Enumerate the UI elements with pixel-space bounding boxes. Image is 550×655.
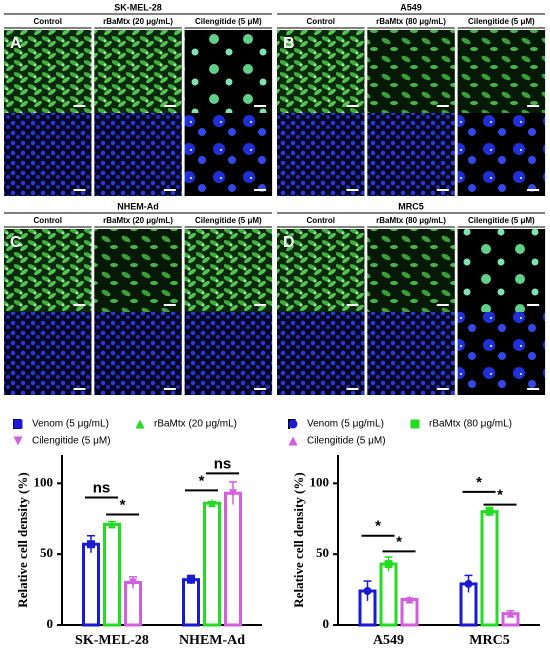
column-label: rBaMtx (20 μg/mL) — [103, 216, 173, 225]
significance-label: * — [199, 472, 205, 489]
marker — [485, 507, 494, 516]
actin-image — [367, 229, 455, 312]
nuclei-image — [277, 113, 365, 196]
actin-image — [457, 229, 546, 312]
nuclei-image — [4, 312, 92, 395]
bar — [124, 581, 142, 627]
marker — [208, 499, 216, 508]
actin-image — [4, 229, 92, 312]
y-tick-label: 0 — [47, 616, 54, 631]
bar — [203, 501, 221, 627]
marker — [129, 578, 137, 587]
significance-label: ns — [93, 479, 111, 496]
panel-letter: C — [10, 234, 22, 251]
column-label: rBaMtx (80 μg/mL) — [376, 216, 446, 225]
nuclei-image — [184, 113, 273, 196]
marker — [187, 575, 195, 584]
marker — [13, 436, 23, 446]
bar — [82, 542, 100, 627]
actin-image — [184, 30, 273, 113]
actin-image — [94, 30, 182, 113]
nuclei-image — [367, 113, 455, 196]
significance-label: * — [476, 474, 482, 491]
significance-label: * — [497, 487, 503, 504]
nuclei-image — [367, 312, 455, 395]
column-label: rBaMtx (80 μg/mL) — [376, 17, 446, 26]
marker — [108, 520, 116, 529]
cell-line-title: NHEM-Ad — [117, 201, 159, 211]
actin-image — [277, 30, 365, 113]
actin-image — [367, 30, 455, 113]
y-tick-label: 50 — [316, 545, 329, 560]
marker — [288, 436, 298, 446]
significance-label: * — [396, 533, 402, 550]
column-label: rBaMtx (20 μg/mL) — [103, 17, 173, 26]
legend-label: Cilengitide (5 μM) — [32, 436, 111, 447]
panel-letter: B — [283, 35, 295, 52]
column-label: Cilengitide (5 μM) — [195, 216, 262, 225]
y-tick-label: 50 — [40, 545, 53, 560]
cell-line-title: SK-MEL-28 — [114, 2, 162, 12]
actin-image — [94, 229, 182, 312]
bar — [103, 522, 121, 627]
marker — [410, 419, 420, 429]
nuclei-image — [277, 312, 365, 395]
panel-letter: D — [283, 234, 295, 251]
cell-line-title: MRC5 — [398, 201, 424, 211]
y-axis-title: Relative cell density (%) — [15, 472, 30, 607]
nuclei-image — [4, 113, 92, 196]
actin-image — [4, 30, 92, 113]
actin-image — [277, 229, 365, 312]
marker — [384, 560, 393, 569]
column-label: Control — [34, 17, 62, 26]
column-label: Cilengitide (5 μM) — [468, 17, 535, 26]
significance-label: * — [120, 496, 126, 513]
significance-label: * — [375, 518, 381, 535]
nuclei-image — [184, 312, 273, 395]
x-tick-label: NHEM-Ad — [179, 633, 245, 648]
legend-label: Cilengitide (5 μM) — [307, 436, 386, 447]
y-tick-label: 100 — [34, 474, 54, 489]
x-tick-label: MRC5 — [469, 633, 509, 648]
marker — [464, 579, 473, 588]
marker — [288, 419, 298, 429]
microscopy-panels: SK-MEL-28 Control rBaMtx (20 μg/mL) Cilengi… — [4, 2, 546, 395]
significance-label: ns — [214, 455, 232, 472]
x-tick-label: SK-MEL-28 — [75, 633, 149, 648]
y-axis-title: Relative cell density (%) — [291, 472, 306, 607]
cell-line-title: A549 — [400, 2, 422, 12]
legend-label: rBaMtx (20 μg/mL) — [154, 419, 237, 430]
y-tick-label: 0 — [323, 616, 330, 631]
x-tick-label: A549 — [373, 633, 404, 648]
panel-letter: A — [10, 35, 22, 52]
charts: EVenom (5 μg/mL)rBaMtx (20 μg/mL)Cilengi… — [12, 416, 540, 648]
marker — [506, 609, 515, 618]
marker — [229, 489, 237, 498]
nuclei-image — [94, 312, 182, 395]
column-label: Control — [307, 216, 335, 225]
marker — [13, 419, 23, 429]
nuclei-image — [457, 113, 546, 196]
nuclei-image — [457, 312, 546, 395]
nuclei-image — [94, 113, 182, 196]
legend-label: rBaMtx (80 μg/mL) — [429, 419, 512, 430]
actin-image — [457, 30, 546, 113]
marker — [87, 540, 95, 549]
bar — [379, 562, 398, 627]
legend-label: Venom (5 μg/mL) — [32, 419, 109, 430]
marker — [135, 419, 145, 429]
actin-image — [184, 229, 273, 312]
bar — [182, 578, 200, 627]
column-label: Control — [34, 216, 62, 225]
bar — [480, 510, 499, 627]
y-tick-label: 100 — [310, 474, 330, 489]
marker — [405, 595, 414, 604]
bar — [224, 491, 242, 627]
column-label: Cilengitide (5 μM) — [468, 216, 535, 225]
column-label: Control — [307, 17, 335, 26]
legend-label: Venom (5 μg/mL) — [307, 419, 384, 430]
marker — [363, 587, 372, 595]
column-label: Cilengitide (5 μM) — [195, 17, 262, 26]
